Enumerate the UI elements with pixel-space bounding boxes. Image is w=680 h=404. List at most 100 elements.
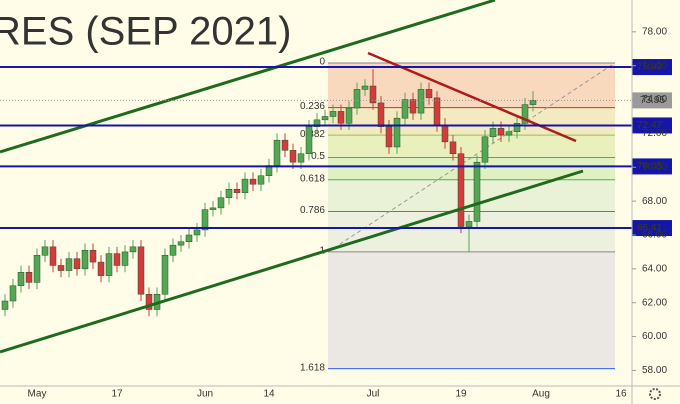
candle-body: [73, 258, 81, 270]
y-tick-label: 66.00: [642, 230, 667, 241]
fib-zone: [328, 157, 615, 180]
y-tick-label: 62.00: [642, 297, 667, 308]
y-tick-label: 70.00: [642, 162, 667, 173]
x-tick-label: May: [28, 389, 47, 400]
candle-body: [113, 253, 121, 266]
last-price-label: 73.95: [640, 95, 665, 106]
candle-body: [137, 246, 145, 295]
candle-body: [281, 139, 289, 151]
price-label-box: [632, 59, 672, 76]
candle-body: [329, 111, 337, 117]
candle-body: [393, 117, 401, 148]
price-label: 70.05: [637, 161, 662, 172]
candle-body: [513, 122, 521, 132]
candle-body: [369, 85, 377, 104]
candle-body: [145, 293, 153, 310]
candle-body: [33, 255, 41, 283]
price-label-box: [632, 117, 672, 134]
candle-body: [489, 128, 497, 138]
fib-zone: [328, 211, 615, 252]
candle-body: [409, 99, 417, 114]
candle-body: [201, 209, 209, 231]
fib-label: 0.5: [311, 151, 325, 162]
x-tick-label: 19: [455, 389, 467, 400]
price-label: 66.41: [637, 223, 662, 234]
candle-body: [313, 119, 321, 127]
fib-zone: [328, 107, 615, 136]
last-price-box: [632, 92, 672, 109]
candle-body: [97, 261, 105, 276]
y-tick-label: 60.00: [642, 331, 667, 342]
candle-body: [401, 99, 409, 119]
candle-body: [65, 258, 73, 271]
candle-body: [81, 249, 89, 270]
candle-body: [49, 246, 57, 266]
candle-body: [465, 221, 473, 227]
candle-body: [217, 197, 225, 209]
candle-body: [177, 241, 185, 246]
candle-body: [89, 249, 97, 263]
candle-body: [497, 128, 505, 136]
candle-body: [425, 89, 433, 99]
candle-body: [169, 244, 177, 256]
candle-body: [305, 126, 313, 154]
x-tick-label: Aug: [532, 389, 550, 400]
x-tick-label: 17: [111, 389, 123, 400]
fib-label: 0.618: [300, 173, 325, 184]
candle-body: [481, 136, 489, 163]
price-label: 75.92: [637, 62, 662, 73]
lower-channel-line: [0, 169, 584, 354]
price-label-box: [632, 158, 672, 175]
price-label: 72.47: [637, 120, 662, 131]
candle-body: [161, 255, 169, 295]
fib-label: 1.618: [300, 362, 325, 373]
candle-body: [353, 89, 361, 109]
candle-body: [105, 253, 113, 276]
candle-body: [233, 189, 241, 193]
candle-body: [417, 89, 425, 114]
candle-body: [185, 234, 193, 243]
candle-body: [321, 116, 329, 121]
upper-channel-line: [0, 0, 496, 154]
candle-body: [289, 150, 297, 163]
watermark-title: RES (SEP 2021): [0, 10, 291, 54]
x-tick-label: 16: [615, 389, 627, 400]
candle-body: [345, 107, 353, 124]
candle-body: [209, 207, 217, 210]
candle-body: [441, 124, 449, 143]
candle-body: [25, 271, 33, 283]
fib-label: 0.382: [300, 129, 325, 140]
x-tick-label: Jul: [367, 389, 380, 400]
y-tick-label: 64.00: [642, 263, 667, 274]
fib-label: 0.786: [300, 205, 325, 216]
candle-body: [17, 271, 25, 287]
candle-body: [457, 153, 465, 227]
candle-body: [225, 189, 233, 198]
candle-body: [385, 126, 393, 148]
y-tick-label: 58.00: [642, 365, 667, 376]
y-tick-label: 74.00: [642, 94, 667, 105]
x-tick-label: Jun: [197, 389, 213, 400]
fib-label: 0: [319, 57, 325, 68]
candle-body: [241, 178, 249, 193]
candle-body: [505, 131, 513, 136]
candle-body: [473, 161, 481, 222]
candle-body: [529, 100, 537, 105]
candle-body: [121, 251, 129, 266]
candle-body: [9, 285, 17, 302]
candle-body: [433, 97, 441, 126]
candle-body: [1, 300, 9, 310]
candle-body: [57, 265, 65, 271]
candle-body: [449, 141, 457, 154]
candle-body: [337, 111, 345, 124]
fib-zone: [328, 251, 615, 369]
settings-icon[interactable]: [649, 388, 661, 400]
candle-body: [249, 178, 257, 185]
candle-body: [193, 229, 201, 236]
candle-body: [377, 102, 385, 127]
candle-body: [129, 246, 137, 253]
candle-body: [257, 175, 265, 185]
y-tick-label: 78.00: [642, 26, 667, 37]
fib-trend-line: [327, 62, 616, 253]
candle-body: [521, 104, 529, 124]
